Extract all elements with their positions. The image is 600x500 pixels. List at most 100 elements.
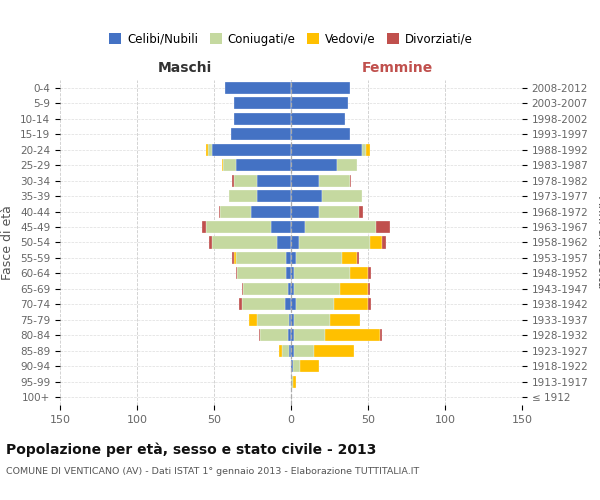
Bar	[257, 174, 291, 186]
Bar	[257, 190, 291, 202]
Bar	[277, 236, 291, 248]
Bar	[291, 112, 345, 124]
Bar	[206, 144, 208, 156]
Bar	[296, 252, 342, 264]
Bar	[305, 221, 376, 233]
Bar	[289, 314, 291, 326]
Bar	[342, 252, 357, 264]
Bar	[232, 252, 234, 264]
Bar	[242, 283, 243, 295]
Bar	[370, 236, 382, 248]
Bar	[291, 159, 337, 171]
Bar	[225, 82, 291, 94]
Bar	[222, 159, 223, 171]
Bar	[350, 268, 368, 280]
Text: Maschi: Maschi	[158, 61, 212, 75]
Bar	[291, 236, 299, 248]
Bar	[291, 360, 293, 372]
Bar	[291, 97, 348, 110]
Bar	[291, 128, 350, 140]
Bar	[380, 330, 382, 342]
Y-axis label: Anni di nascita: Anni di nascita	[595, 196, 600, 289]
Bar	[291, 144, 362, 156]
Bar	[278, 345, 282, 357]
Bar	[322, 190, 362, 202]
Bar	[291, 206, 319, 218]
Bar	[239, 298, 242, 310]
Bar	[237, 268, 286, 280]
Bar	[285, 298, 291, 310]
Bar	[296, 298, 334, 310]
Bar	[291, 82, 350, 94]
Bar	[286, 268, 291, 280]
Bar	[234, 97, 291, 110]
Bar	[357, 252, 359, 264]
Bar	[293, 376, 296, 388]
Bar	[289, 345, 291, 357]
Bar	[294, 283, 340, 295]
Bar	[234, 174, 257, 186]
Bar	[288, 330, 291, 342]
Bar	[257, 314, 289, 326]
Bar	[294, 330, 325, 342]
Bar	[212, 236, 277, 248]
Bar	[286, 252, 291, 264]
Bar	[291, 268, 294, 280]
Bar	[282, 345, 289, 357]
Bar	[234, 112, 291, 124]
Bar	[223, 159, 236, 171]
Bar	[325, 330, 380, 342]
Y-axis label: Fasce di età: Fasce di età	[1, 205, 14, 280]
Bar	[231, 128, 291, 140]
Bar	[350, 174, 351, 186]
Bar	[291, 190, 322, 202]
Bar	[300, 360, 319, 372]
Bar	[291, 252, 296, 264]
Bar	[291, 221, 305, 233]
Bar	[218, 206, 220, 218]
Bar	[368, 298, 371, 310]
Bar	[319, 174, 350, 186]
Bar	[376, 221, 389, 233]
Bar	[362, 144, 367, 156]
Legend: Celibi/Nubili, Coniugati/e, Vedovi/e, Divorziati/e: Celibi/Nubili, Coniugati/e, Vedovi/e, Di…	[104, 28, 478, 50]
Bar	[212, 144, 291, 156]
Bar	[243, 283, 288, 295]
Text: COMUNE DI VENTICANO (AV) - Dati ISTAT 1° gennaio 2013 - Elaborazione TUTTITALIA.: COMUNE DI VENTICANO (AV) - Dati ISTAT 1°…	[6, 468, 419, 476]
Bar	[368, 283, 370, 295]
Bar	[291, 283, 294, 295]
Bar	[291, 174, 319, 186]
Bar	[314, 345, 354, 357]
Bar	[368, 268, 371, 280]
Bar	[202, 221, 206, 233]
Bar	[220, 206, 251, 218]
Bar	[329, 314, 360, 326]
Bar	[232, 174, 234, 186]
Text: Femmine: Femmine	[362, 61, 433, 75]
Bar	[337, 159, 357, 171]
Bar	[319, 206, 359, 218]
Bar	[288, 283, 291, 295]
Bar	[229, 190, 257, 202]
Bar	[334, 298, 368, 310]
Bar	[259, 330, 260, 342]
Bar	[291, 376, 293, 388]
Bar	[291, 298, 296, 310]
Bar	[367, 144, 370, 156]
Bar	[251, 206, 291, 218]
Bar	[242, 298, 285, 310]
Bar	[294, 314, 329, 326]
Bar	[291, 330, 294, 342]
Bar	[340, 283, 368, 295]
Text: Popolazione per età, sesso e stato civile - 2013: Popolazione per età, sesso e stato civil…	[6, 442, 376, 457]
Bar	[294, 268, 350, 280]
Bar	[291, 345, 294, 357]
Bar	[260, 330, 288, 342]
Bar	[291, 314, 294, 326]
Bar	[293, 360, 300, 372]
Bar	[382, 236, 386, 248]
Bar	[236, 252, 286, 264]
Bar	[299, 236, 370, 248]
Bar	[236, 159, 291, 171]
Bar	[209, 236, 212, 248]
